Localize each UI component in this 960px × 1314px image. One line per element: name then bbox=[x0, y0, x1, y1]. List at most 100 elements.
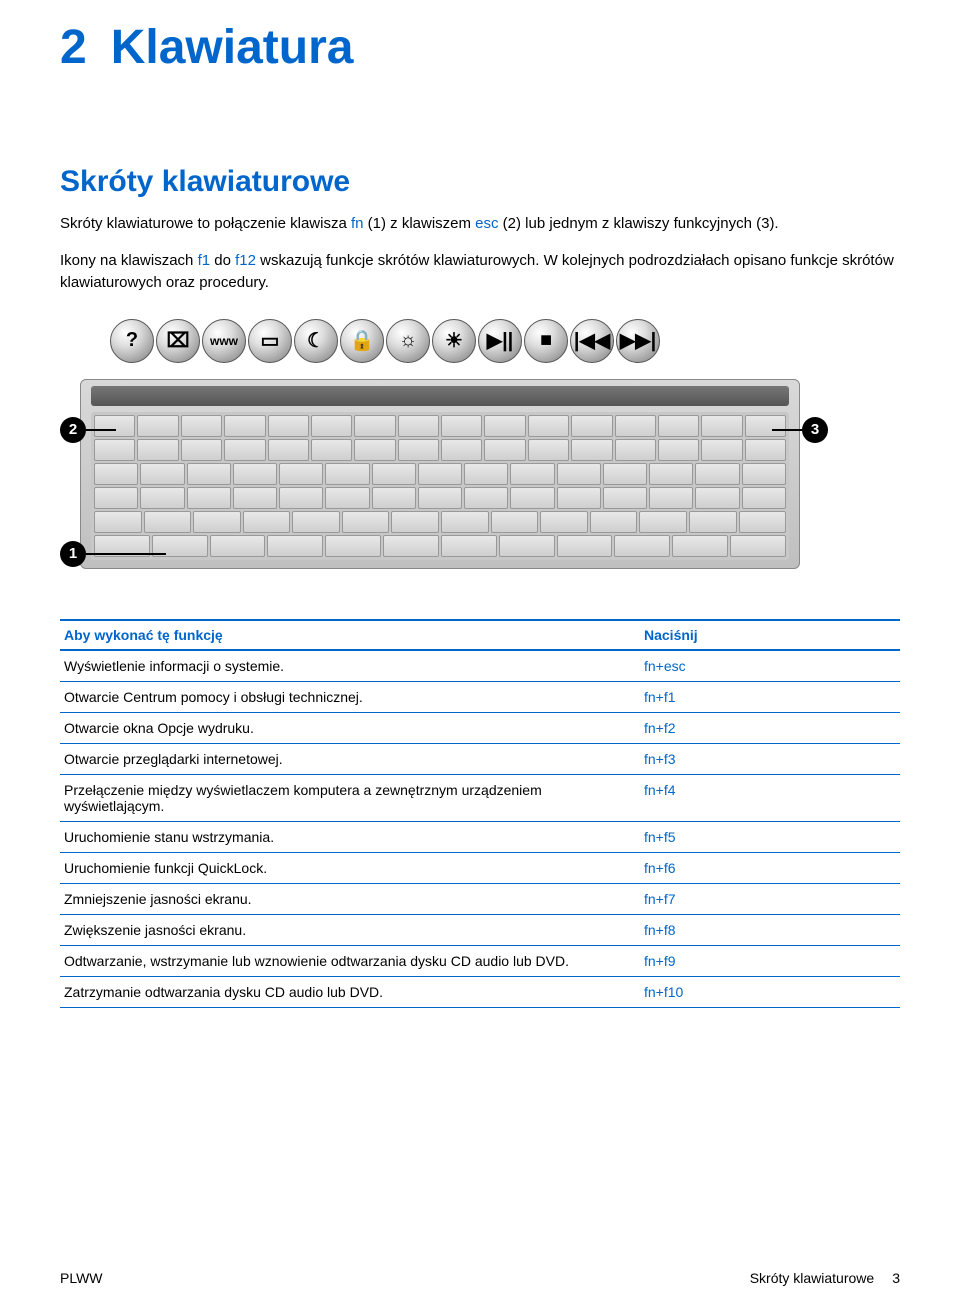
keyboard-key bbox=[689, 511, 737, 533]
callout-2-line bbox=[86, 429, 116, 431]
table-cell-key: fn+f9 bbox=[640, 945, 900, 976]
keyboard-key bbox=[510, 487, 554, 509]
callout-1-line bbox=[86, 553, 166, 555]
keyboard-key bbox=[342, 511, 390, 533]
keyboard-top-bar bbox=[91, 386, 789, 406]
keyboard-key bbox=[603, 487, 647, 509]
function-icon: ▶▶| bbox=[616, 319, 660, 363]
keyboard-key bbox=[590, 511, 638, 533]
table-cell-function: Uruchomienie funkcji QuickLock. bbox=[60, 852, 640, 883]
table-cell-function: Otwarcie Centrum pomocy i obsługi techni… bbox=[60, 681, 640, 712]
keyboard-key bbox=[325, 463, 369, 485]
keyboard-key bbox=[528, 415, 569, 437]
keyboard-key bbox=[233, 463, 277, 485]
footer-page-number: 3 bbox=[892, 1270, 900, 1286]
keyboard-key bbox=[528, 439, 569, 461]
keyboard-key bbox=[137, 439, 178, 461]
keyboard-key bbox=[695, 487, 739, 509]
function-icon: ☾ bbox=[294, 319, 338, 363]
table-header-function: Aby wykonać tę funkcję bbox=[60, 620, 640, 650]
table-row: Odtwarzanie, wstrzymanie lub wznowienie … bbox=[60, 945, 900, 976]
keyboard-key bbox=[484, 415, 525, 437]
chapter-title: Klawiatura bbox=[111, 20, 354, 75]
keyboard-key bbox=[354, 415, 395, 437]
keyboard-key bbox=[224, 415, 265, 437]
keyboard-row bbox=[94, 415, 786, 437]
keyboard-key bbox=[354, 439, 395, 461]
keyboard-key bbox=[499, 535, 555, 557]
term-f12: f12 bbox=[235, 252, 256, 269]
keyboard-row bbox=[94, 487, 786, 509]
table-cell-function: Zmniejszenie jasności ekranu. bbox=[60, 883, 640, 914]
table-cell-key: fn+esc bbox=[640, 650, 900, 682]
keyboard-key bbox=[311, 415, 352, 437]
chapter-heading: 2 Klawiatura bbox=[60, 20, 900, 75]
keyboard-key bbox=[695, 463, 739, 485]
function-icon: ☀ bbox=[432, 319, 476, 363]
keyboard-key bbox=[140, 487, 184, 509]
keyboard-key bbox=[672, 535, 728, 557]
function-icon: ⌧ bbox=[156, 319, 200, 363]
keyboard-key bbox=[193, 511, 241, 533]
table-cell-key: fn+f4 bbox=[640, 774, 900, 821]
keyboard-key bbox=[603, 463, 647, 485]
keyboard-key bbox=[649, 487, 693, 509]
keyboard-key bbox=[484, 439, 525, 461]
table-row: Otwarcie okna Opcje wydruku.fn+f2 bbox=[60, 712, 900, 743]
keyboard-key bbox=[372, 487, 416, 509]
term-f1: f1 bbox=[198, 252, 211, 269]
keyboard-key bbox=[510, 463, 554, 485]
keyboard-key bbox=[325, 487, 369, 509]
keyboard-key bbox=[742, 463, 786, 485]
table-cell-key: fn+f7 bbox=[640, 883, 900, 914]
keyboard-key bbox=[540, 511, 588, 533]
keyboard-key bbox=[701, 415, 742, 437]
table-row: Uruchomienie stanu wstrzymania.fn+f5 bbox=[60, 821, 900, 852]
table-cell-key: fn+f2 bbox=[640, 712, 900, 743]
keyboard-key bbox=[615, 439, 656, 461]
keyboard-key bbox=[210, 535, 266, 557]
function-icon: www bbox=[202, 319, 246, 363]
table-cell-function: Zwiększenie jasności ekranu. bbox=[60, 914, 640, 945]
function-icon: ■ bbox=[524, 319, 568, 363]
keyboard-key bbox=[571, 439, 612, 461]
table-cell-key: fn+f3 bbox=[640, 743, 900, 774]
keyboard-key bbox=[418, 487, 462, 509]
p1-text-mid1: (1) z klawiszem bbox=[363, 215, 475, 232]
keyboard-key bbox=[730, 535, 786, 557]
function-icon: ▭ bbox=[248, 319, 292, 363]
footer-section-label: Skróty klawiaturowe bbox=[750, 1270, 875, 1286]
keyboard-key bbox=[224, 439, 265, 461]
keyboard-key bbox=[268, 439, 309, 461]
keyboard-key bbox=[557, 487, 601, 509]
keyboard-key bbox=[267, 535, 323, 557]
keyboard-key bbox=[292, 511, 340, 533]
keyboard-key bbox=[441, 439, 482, 461]
paragraph-1: Skróty klawiaturowe to połączenie klawis… bbox=[60, 213, 900, 236]
table-cell-function: Otwarcie okna Opcje wydruku. bbox=[60, 712, 640, 743]
function-icon: ? bbox=[110, 319, 154, 363]
table-row: Otwarcie Centrum pomocy i obsługi techni… bbox=[60, 681, 900, 712]
keyboard-key bbox=[140, 463, 184, 485]
keyboard-key bbox=[279, 487, 323, 509]
table-cell-function: Uruchomienie stanu wstrzymania. bbox=[60, 821, 640, 852]
term-esc: esc bbox=[475, 215, 498, 232]
keyboard-key bbox=[649, 463, 693, 485]
keyboard-key bbox=[614, 535, 670, 557]
keyboard-key bbox=[701, 439, 742, 461]
keyboard-key bbox=[557, 463, 601, 485]
callout-3-line bbox=[772, 429, 802, 431]
table-cell-function: Otwarcie przeglądarki internetowej. bbox=[60, 743, 640, 774]
table-cell-function: Przełączenie między wyświetlaczem komput… bbox=[60, 774, 640, 821]
keyboard-key bbox=[279, 463, 323, 485]
keyboard-row bbox=[94, 535, 786, 557]
keyboard-keys bbox=[91, 412, 789, 560]
keyboard-key bbox=[94, 463, 138, 485]
table-cell-key: fn+f8 bbox=[640, 914, 900, 945]
keyboard-key bbox=[745, 439, 786, 461]
table-cell-key: fn+f10 bbox=[640, 976, 900, 1007]
keyboard-key bbox=[181, 439, 222, 461]
shortcuts-table: Aby wykonać tę funkcję Naciśnij Wyświetl… bbox=[60, 619, 900, 1008]
callout-2: 2 bbox=[60, 417, 86, 443]
section-title: Skróty klawiaturowe bbox=[60, 165, 900, 199]
